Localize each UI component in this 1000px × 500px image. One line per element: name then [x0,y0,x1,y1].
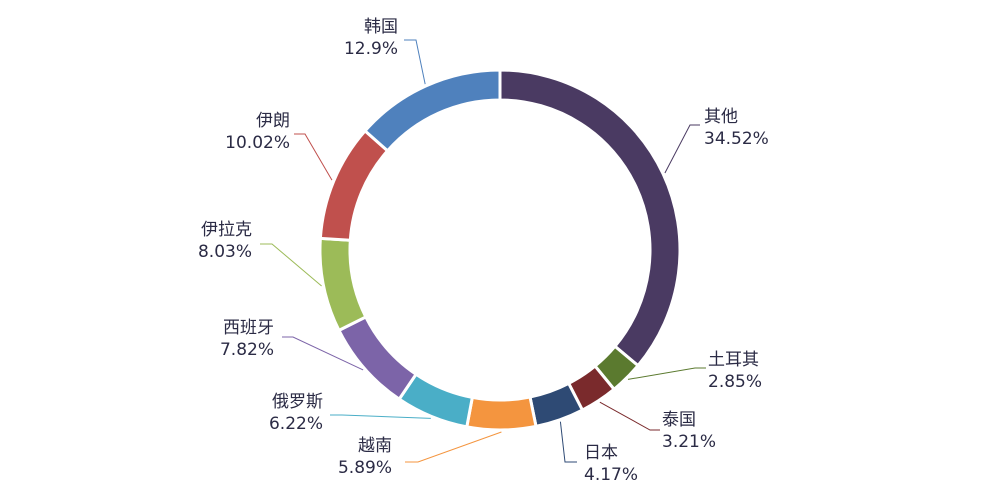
value-label-3: 4.17% [584,465,638,485]
value-label-0: 34.52% [704,129,769,149]
value-label-8: 10.02% [225,133,290,153]
leader-line-5 [330,414,431,419]
slice-6 [336,314,419,402]
value-label-9: 12.9% [344,39,398,59]
category-label-1: 土耳其 [708,350,759,370]
category-label-2: 泰国 [662,410,696,430]
leader-lines [260,39,706,463]
category-label-4: 越南 [358,436,392,456]
leader-line-7 [260,243,322,287]
leader-line-1 [627,367,706,380]
leader-line-9 [404,39,426,85]
leader-line-2 [599,401,660,431]
slice-7 [318,236,368,333]
value-label-5: 6.22% [269,414,323,434]
leader-line-8 [294,133,333,181]
category-label-6: 西班牙 [223,318,274,338]
leader-line-4 [405,431,502,463]
value-label-7: 8.03% [198,242,252,262]
category-label-8: 伊朗 [256,111,290,131]
category-label-7: 伊拉克 [201,220,252,240]
value-label-2: 3.21% [662,432,716,452]
value-label-1: 2.85% [708,372,762,392]
leader-line-6 [282,336,364,371]
slice-0 [498,68,682,368]
slices [318,68,682,432]
category-label-3: 日本 [584,443,618,463]
category-label-5: 俄罗斯 [272,392,323,412]
category-label-0: 其他 [704,107,738,127]
slice-4 [465,395,538,432]
slice-9 [362,68,502,153]
value-label-6: 7.82% [220,340,274,360]
category-label-9: 韩国 [364,17,398,37]
value-label-4: 5.89% [338,458,392,478]
leader-line-0 [664,124,700,174]
slice-8 [318,128,390,242]
leader-line-3 [559,421,577,463]
